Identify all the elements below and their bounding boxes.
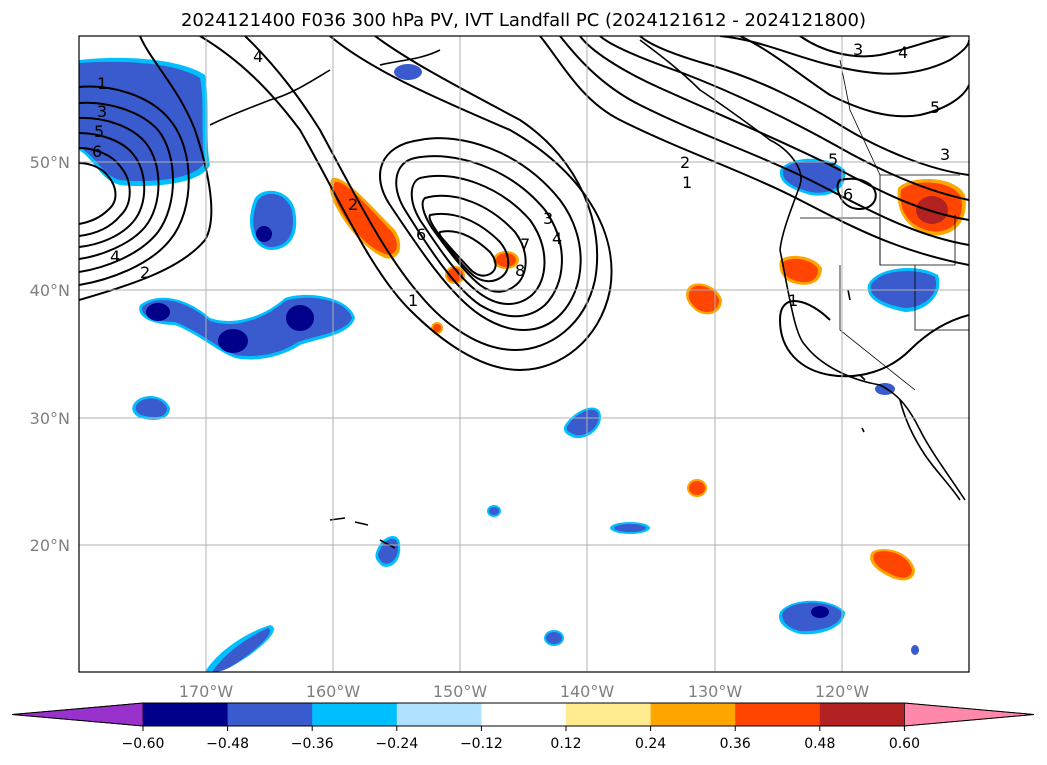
colorbar-segment <box>396 703 482 726</box>
contour-label: 5 <box>930 98 940 117</box>
contour-label: 1 <box>788 291 798 310</box>
colorbar-segment <box>481 703 567 726</box>
longitude-labels: 170°W 160°W 150°W 140°W 130°W 120°W <box>179 682 870 701</box>
colorbar-segment <box>227 703 313 726</box>
contour-lines <box>79 36 969 378</box>
lon-label: 150°W <box>433 682 488 701</box>
latitude-labels: 50°N 40°N 30°N 20°N <box>30 153 70 555</box>
contour-label: 1 <box>682 173 692 192</box>
colorbar: −0.60 −0.48 −0.36 −0.24 −0.12 0.12 0.24 0.36 0.4… <box>11 702 1035 752</box>
contour-label: 2 <box>348 195 358 214</box>
state-borders <box>800 59 969 391</box>
contour-label: 6 <box>843 185 853 204</box>
contour-label: 4 <box>552 229 562 248</box>
map-title: 2024121400 F036 300 hPa PV, IVT Landfall… <box>180 10 867 31</box>
lat-label: 30°N <box>30 409 70 428</box>
lon-label: 170°W <box>179 682 234 701</box>
contour-label: 6 <box>416 225 426 244</box>
colorbar-tick-label: 0.60 <box>889 736 920 752</box>
colorbar-tick-label: 0.48 <box>804 736 835 752</box>
colorbar-segment <box>143 703 229 726</box>
contour-label: 3 <box>543 209 553 228</box>
contour-label: 4 <box>898 43 908 62</box>
colorbar-tick-label: 0.36 <box>720 736 751 752</box>
lat-label: 40°N <box>30 281 70 300</box>
lon-label: 160°W <box>306 682 361 701</box>
contour-label: 1 <box>408 291 418 310</box>
colorbar-tick-label: −0.36 <box>291 736 334 752</box>
contour-label: 3 <box>97 102 107 121</box>
contour-label: 2 <box>140 263 150 282</box>
lat-label: 50°N <box>30 153 70 172</box>
colorbar-tick-label: −0.48 <box>206 736 249 752</box>
shaded-anomalies <box>79 57 966 672</box>
contour-label: 2 <box>680 153 690 172</box>
colorbar-extend-high <box>904 702 1035 727</box>
contour-label: 4 <box>253 47 263 66</box>
lon-label: 130°W <box>688 682 743 701</box>
contour-label: 1 <box>97 74 107 93</box>
colorbar-segment <box>819 703 905 726</box>
lat-label: 20°N <box>30 536 70 555</box>
colorbar-tick-label: 0.24 <box>635 736 666 752</box>
lon-label: 140°W <box>560 682 615 701</box>
colorbar-extend-low <box>11 702 144 727</box>
contour-label: 4 <box>110 247 120 266</box>
lon-label: 120°W <box>815 682 870 701</box>
colorbar-segment <box>735 703 821 726</box>
map-area <box>79 36 969 672</box>
contour-label: 6 <box>92 142 102 161</box>
contour-label: 5 <box>828 150 838 169</box>
map-frame <box>78 35 970 673</box>
contour-label: 7 <box>520 235 530 254</box>
colorbar-tick-label: −0.60 <box>122 736 165 752</box>
colorbar-segment <box>650 703 736 726</box>
contour-label: 3 <box>940 145 950 164</box>
colorbar-tick-label: −0.12 <box>460 736 503 752</box>
contour-label: 5 <box>94 122 104 141</box>
contour-label: 8 <box>515 261 525 280</box>
colorbar-segment <box>312 703 398 726</box>
contour-label: 3 <box>853 40 863 59</box>
colorbar-tick-label: 0.12 <box>550 736 581 752</box>
graticule <box>79 36 969 672</box>
colorbar-tick-label: −0.24 <box>375 736 418 752</box>
contour-labels: 1 3 5 6 4 2 4 2 6 7 8 3 4 1 3 4 5 3 5 2 … <box>92 40 950 310</box>
colorbar-segment <box>566 703 652 726</box>
